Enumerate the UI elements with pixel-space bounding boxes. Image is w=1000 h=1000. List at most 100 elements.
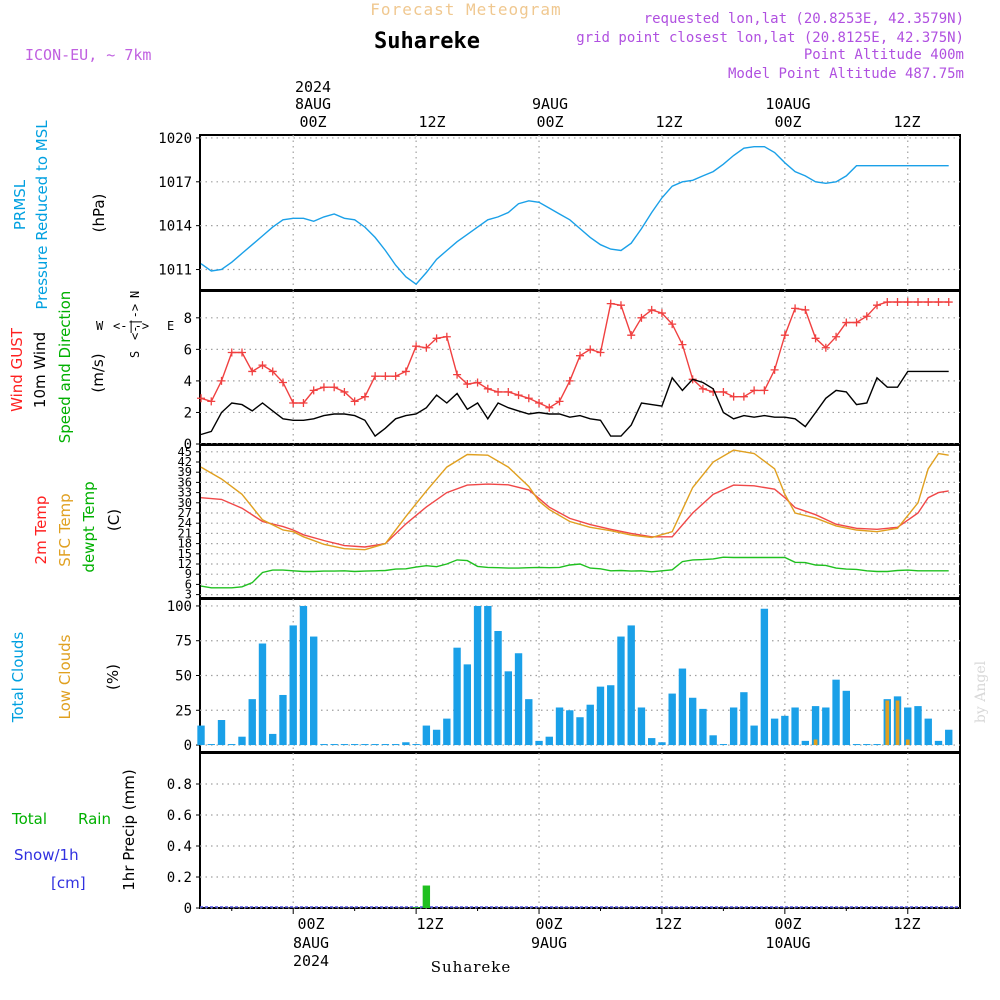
clouds-panel: 0 25 50 75 100	[167, 598, 961, 754]
wind-gust-marker	[903, 298, 912, 307]
grid-point-coords: grid point closest lon,lat (20.8125E, 42…	[576, 30, 964, 46]
total-cloud-bar	[842, 690, 850, 746]
total-cloud-bar	[924, 718, 932, 746]
total-cloud-bar	[699, 708, 707, 746]
total-cloud-bar	[422, 725, 431, 746]
temp-panel-labels: 2m Temp SFC Temp dewpt Temp (C)	[32, 481, 123, 572]
temperature-ytick-label: 21	[178, 526, 192, 540]
wind-gust-marker	[576, 351, 584, 360]
wind-gust-marker	[340, 387, 349, 396]
precip-label-rain: Rain	[78, 810, 111, 828]
wind-gust-marker	[801, 305, 810, 314]
total-cloud-bar	[668, 693, 676, 746]
total-cloud-bar	[760, 608, 769, 746]
compass-east: E	[167, 319, 174, 333]
precipitation-ytick-label: 0.6	[167, 808, 192, 824]
total-cloud-bar	[432, 729, 441, 746]
wind-gust-marker	[207, 397, 216, 406]
wind-gust-marker	[258, 361, 267, 370]
precip-panel-labels: Total Rain Snow/1h [cm] 1hr Precip (mm)	[11, 769, 138, 892]
temperature-ytick-label: 30	[178, 496, 192, 510]
total-cloud-bar	[576, 717, 584, 746]
total-cloud-bar	[709, 735, 717, 746]
temperature-ytick-label: 42	[178, 455, 192, 469]
wind-gust-marker	[391, 372, 400, 381]
wind-gust-marker	[934, 298, 943, 307]
precip-label-total: Total	[11, 810, 47, 828]
total-cloud-bar	[873, 744, 881, 746]
temperature-ytick-label: 45	[178, 445, 192, 459]
precip-unit: 1hr Precip (mm)	[120, 769, 138, 890]
top-time-label: 9AUG 00Z	[532, 95, 568, 131]
total-cloud-bar	[330, 744, 338, 746]
temperature-sfc-temp-line	[200, 449, 949, 551]
wind-label-gust: Wind GUST	[8, 327, 26, 412]
wind-gust-marker	[750, 386, 759, 395]
wind-gust-marker	[627, 331, 636, 340]
total-cloud-bar	[637, 707, 646, 746]
wind-gust-marker	[422, 343, 431, 352]
total-cloud-bar	[350, 744, 359, 746]
total-cloud-bar	[688, 697, 697, 746]
total-cloud-bar	[391, 744, 400, 746]
temperature-ytick-label: 24	[178, 516, 192, 530]
temperature-ytick-label: 15	[178, 547, 192, 561]
wind-gust-marker	[596, 348, 605, 357]
total-cloud-bar	[781, 715, 789, 746]
total-cloud-bar	[258, 643, 267, 746]
top-time-label: 12Z	[418, 113, 445, 131]
clouds-ytick-label: 0	[184, 738, 192, 754]
cloud-label-low: Low Clouds	[56, 634, 74, 719]
wind-gust-marker	[453, 370, 462, 379]
total-cloud-bar	[811, 706, 820, 746]
wind-gust-marker	[770, 365, 779, 374]
forecast-title: Forecast Meteogram	[370, 0, 561, 19]
wind-gust-marker	[248, 367, 257, 376]
total-cloud-bar	[238, 736, 246, 746]
wind-gust-marker	[924, 298, 933, 307]
total-cloud-bar	[627, 625, 635, 746]
wind-unit: (m/s)	[89, 353, 107, 392]
wind-ytick-label: 8	[184, 311, 192, 327]
cloud-label-total: Total Clouds	[9, 632, 27, 724]
wind-gust-marker	[289, 398, 298, 407]
temperature-ytick-label: 6	[185, 577, 192, 591]
total-cloud-bar	[852, 744, 861, 746]
wind-gust-marker	[647, 305, 656, 314]
total-cloud-bar	[617, 636, 625, 746]
total-cloud-bar	[473, 605, 482, 746]
wind-gust-marker	[432, 334, 441, 343]
compass-west: W	[96, 319, 104, 333]
top-time-label: 2024 8AUG 00Z	[295, 78, 331, 131]
low-cloud-bar	[885, 700, 890, 746]
total-cloud-bar	[801, 740, 810, 746]
wind-gust-marker	[893, 298, 902, 307]
temperature-ytick-label: 27	[178, 506, 192, 520]
wind-gust-marker	[616, 301, 625, 310]
bottom-time-label: 00Z 9AUG	[531, 915, 567, 952]
wind-gust-marker	[821, 343, 830, 352]
total-cloud-bar	[832, 679, 840, 746]
wind-gust-marker	[842, 318, 851, 327]
wind-frame	[199, 290, 961, 445]
total-cloud-bar	[340, 744, 349, 746]
wind-gust-marker	[442, 332, 451, 341]
point-altitude: Point Altitude 400m	[804, 47, 964, 63]
wind-gust-marker	[412, 342, 421, 351]
precipitation-ytick-label: 0.4	[167, 839, 192, 855]
total-cloud-bar	[525, 699, 533, 746]
total-cloud-bar	[535, 740, 543, 746]
total-cloud-bar	[596, 686, 605, 746]
wind-10m-wind-line	[200, 370, 949, 438]
total-cloud-bar	[945, 729, 953, 746]
low-cloud-bar	[895, 700, 900, 746]
model-altitude: Model Point Altitude 487.75m	[728, 66, 964, 82]
precip-label-cm: [cm]	[51, 874, 86, 892]
wind-gust-marker	[504, 387, 513, 396]
bottom-time-label: 12Z	[654, 915, 681, 933]
total-cloud-bar	[289, 625, 297, 746]
total-cloud-bar	[607, 685, 615, 746]
pressure-panel-labels: PRMSL Pressure Reduced to MSL (hPa)	[11, 120, 108, 310]
total-cloud-bar	[299, 605, 308, 746]
